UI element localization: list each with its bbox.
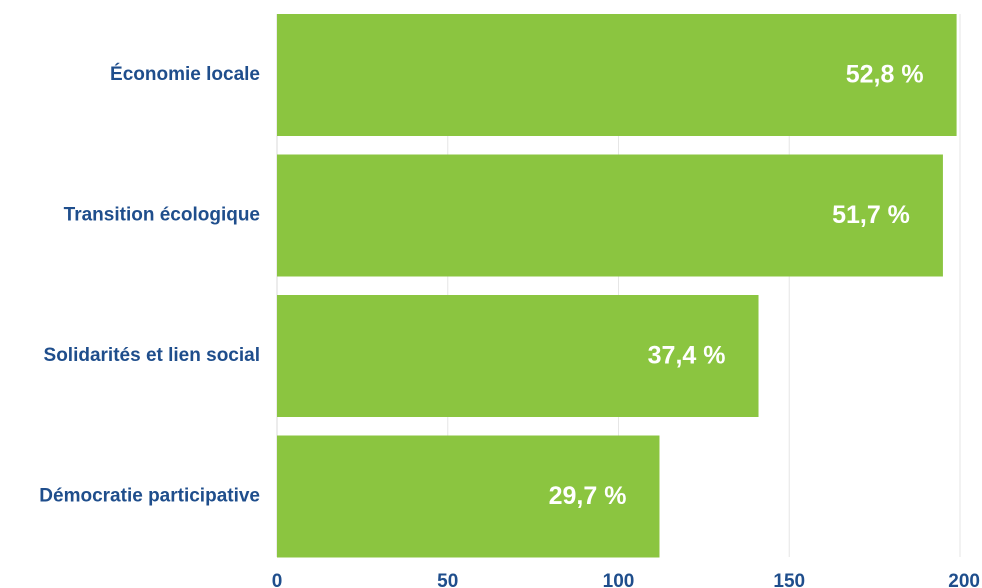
x-tick-label-100: 100 bbox=[603, 571, 635, 588]
value-labels: 52,8 % 51,7 % 37,4 % 29,7 % bbox=[549, 61, 924, 511]
category-label-transition-ecologique: Transition écologique bbox=[64, 205, 260, 226]
category-label-democratie-participative: Démocratie participative bbox=[39, 486, 260, 507]
data-label-economie-locale: 52,8 % bbox=[846, 61, 924, 89]
bar-democratie-participative bbox=[277, 435, 660, 558]
x-tick-label-200: 200 bbox=[948, 571, 980, 588]
x-tick-label-150: 150 bbox=[773, 571, 805, 588]
category-label-economie-locale: Économie locale bbox=[110, 63, 260, 85]
x-tick-label-50: 50 bbox=[437, 571, 458, 588]
bar-transition-ecologique bbox=[277, 154, 943, 277]
data-label-solidarites-et-lien-social: 37,4 % bbox=[648, 342, 726, 370]
x-tick-label-0: 0 bbox=[272, 571, 283, 588]
bar-economie-locale bbox=[277, 14, 957, 136]
bars bbox=[277, 14, 957, 558]
bar-solidarites-et-lien-social bbox=[277, 295, 759, 417]
category-label-solidarites-et-lien-social: Solidarités et lien social bbox=[44, 345, 260, 366]
data-label-democratie-participative: 29,7 % bbox=[549, 482, 627, 510]
data-label-transition-ecologique: 51,7 % bbox=[832, 201, 910, 229]
category-labels: Économie locale Transition écologique Soli… bbox=[39, 63, 260, 507]
x-axis-ticks: 0 50 100 150 200 bbox=[272, 571, 980, 588]
